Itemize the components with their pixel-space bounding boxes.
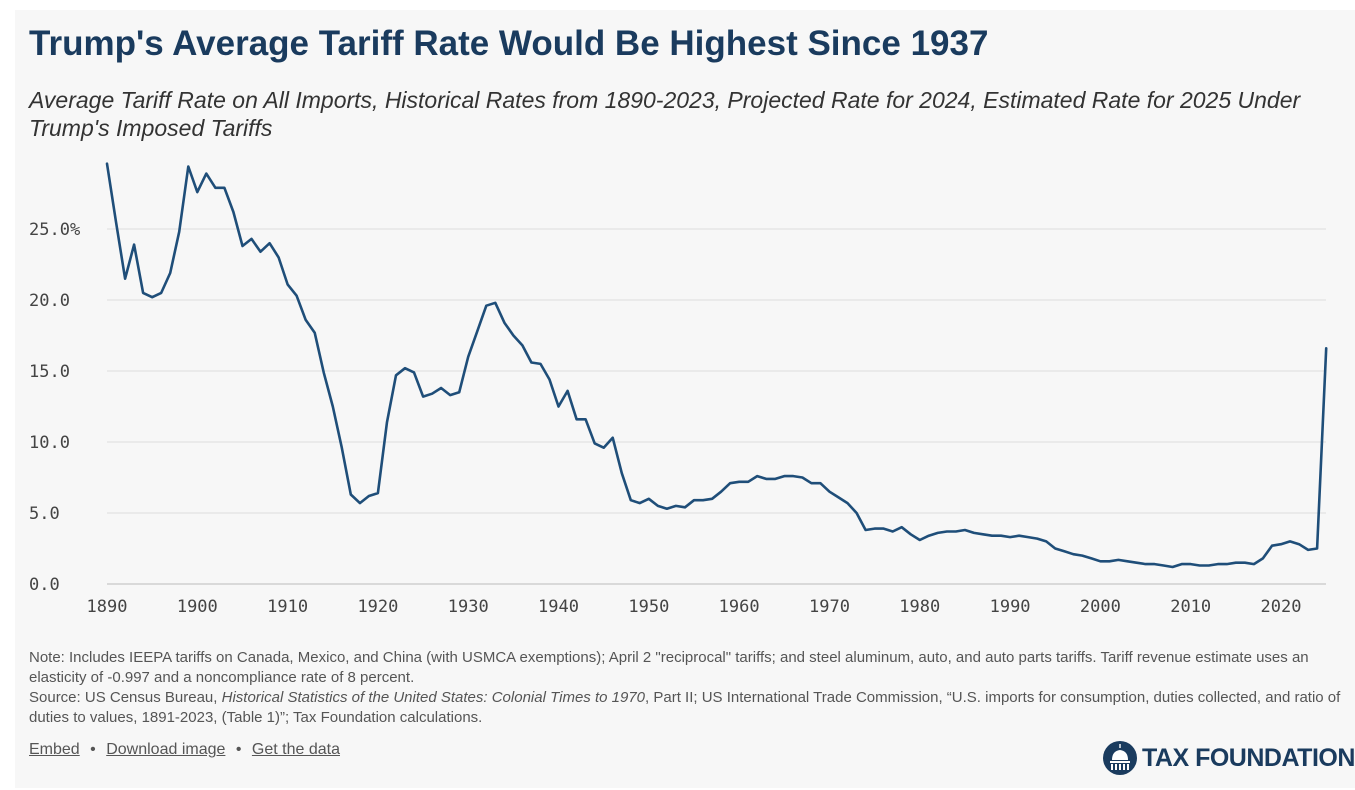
source-suffix: , Part II; US International Trade Commis… <box>29 689 1341 726</box>
series-line-average-tariff-rate <box>105 162 1328 569</box>
y-tick-label: 25.0% <box>29 220 80 240</box>
get-data-link[interactable]: Get the data <box>251 741 340 758</box>
x-tick-label: 1910 <box>267 597 308 617</box>
x-tick-label: 1980 <box>899 597 940 617</box>
capitol-dome-icon <box>1103 741 1137 775</box>
embed-link[interactable]: Embed <box>29 741 80 758</box>
line-chart: 0.0 5.0 10.0 15.0 20.0 25.0% 1890 1900 1910 1920… <box>29 162 1328 617</box>
y-tick-label: 0.0 <box>29 575 60 595</box>
brand-name: TAX FOUNDATION <box>1142 743 1355 772</box>
x-tick-label: 1940 <box>538 597 579 617</box>
y-tick-label: 15.0 <box>29 362 70 382</box>
x-axis-ticks: 1890 1900 1910 1920 1930 1940 1950 1960 1970 1980… <box>87 597 1302 617</box>
chart-card: Trump's Average Tariff Rate Would Be Hig… <box>15 10 1355 788</box>
footnote: Note: Includes IEEPA tariffs on Canada, … <box>29 648 1349 728</box>
x-tick-label: 1970 <box>809 597 850 617</box>
x-tick-label: 1950 <box>628 597 669 617</box>
x-tick-label: 2020 <box>1261 597 1302 617</box>
note-text: Note: Includes IEEPA tariffs on Canada, … <box>29 649 1309 686</box>
x-tick-label: 2010 <box>1170 597 1211 617</box>
y-tick-label: 10.0 <box>29 433 70 453</box>
link-separator: • <box>90 741 96 758</box>
chart-subtitle: Average Tariff Rate on All Imports, Hist… <box>29 87 1301 141</box>
x-tick-label: 1900 <box>177 597 218 617</box>
footer-links: Embed • Download image • Get the data <box>29 741 340 759</box>
link-separator: • <box>235 741 242 758</box>
x-tick-label: 1890 <box>87 597 128 617</box>
y-tick-label: 20.0 <box>29 291 70 311</box>
x-tick-label: 1990 <box>990 597 1031 617</box>
source-prefix: Source: US Census Bureau, <box>29 689 222 706</box>
data-points <box>107 164 1326 567</box>
chart-title: Trump's Average Tariff Rate Would Be Hig… <box>29 24 989 63</box>
x-tick-label: 1920 <box>357 597 398 617</box>
grid-lines <box>107 228 1326 585</box>
y-tick-label: 5.0 <box>29 504 60 524</box>
x-tick-label: 2000 <box>1080 597 1121 617</box>
source-text: Source: US Census Bureau, Historical Sta… <box>29 688 1349 728</box>
y-axis-ticks: 0.0 5.0 10.0 15.0 20.0 25.0% <box>29 220 80 595</box>
source-title: Historical Statistics of the United Stat… <box>221 689 646 706</box>
x-tick-label: 1960 <box>719 597 760 617</box>
x-tick-label: 1930 <box>448 597 489 617</box>
brand-logo: TAX FOUNDATION <box>1102 738 1355 778</box>
download-image-link[interactable]: Download image <box>106 741 226 758</box>
